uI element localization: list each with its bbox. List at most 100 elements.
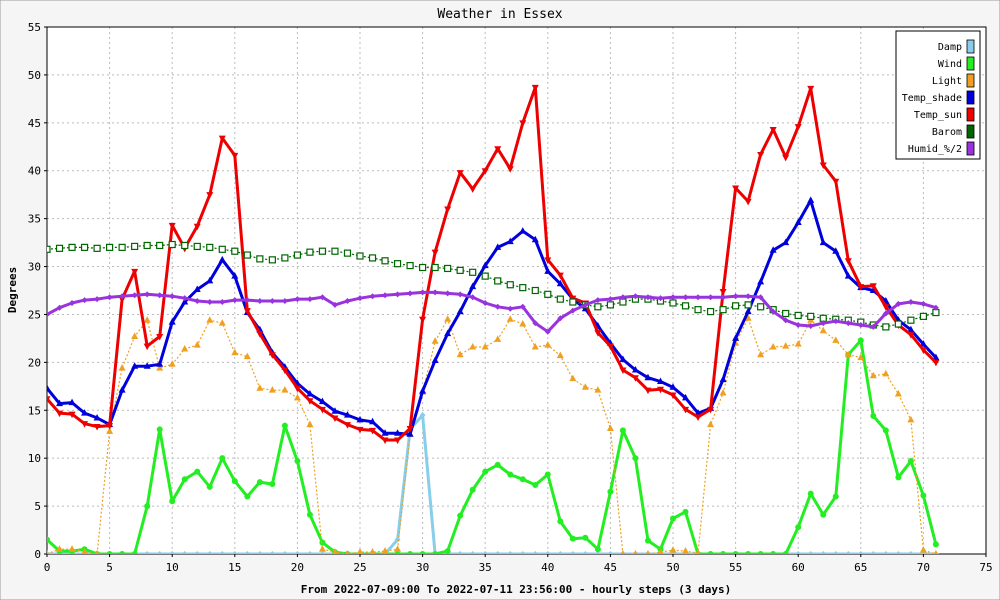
data-point — [306, 389, 314, 397]
y-tick-label: 45 — [28, 117, 41, 130]
data-point — [432, 551, 439, 554]
data-point — [331, 301, 338, 308]
data-point — [256, 384, 264, 391]
data-point — [506, 281, 514, 289]
data-point — [457, 512, 464, 519]
data-point — [569, 551, 576, 554]
data-point — [532, 551, 539, 554]
data-point — [93, 244, 101, 252]
data-point — [807, 322, 814, 329]
data-point — [268, 386, 276, 393]
data-point — [381, 547, 389, 554]
data-point — [432, 289, 439, 296]
data-point — [669, 299, 677, 307]
y-tick-label: 0 — [34, 548, 41, 561]
data-point — [106, 423, 114, 430]
data-point — [544, 257, 552, 264]
data-point — [306, 551, 313, 554]
data-point — [243, 352, 251, 360]
data-point — [569, 298, 577, 306]
data-point — [819, 238, 827, 246]
data-point — [318, 397, 326, 405]
data-point — [81, 409, 89, 416]
legend-label: Temp_shade — [902, 93, 962, 104]
data-point — [181, 344, 189, 352]
data-point — [206, 276, 214, 284]
data-point — [218, 245, 226, 253]
data-point — [47, 311, 50, 318]
data-point — [794, 311, 802, 320]
data-point — [744, 307, 752, 315]
data-point — [469, 282, 477, 290]
data-point — [56, 410, 64, 418]
data-point — [844, 272, 852, 279]
y-tick-label: 50 — [28, 69, 41, 82]
grid — [47, 27, 986, 554]
data-point — [632, 455, 639, 462]
data-point — [682, 406, 690, 414]
data-point — [844, 350, 852, 358]
data-point — [732, 334, 740, 341]
data-point — [319, 294, 326, 301]
data-point — [870, 323, 877, 330]
data-point — [582, 534, 589, 541]
data-point — [407, 551, 414, 554]
data-point — [895, 551, 902, 554]
legend-label: Humid_%/2 — [908, 144, 962, 155]
data-point — [845, 551, 852, 554]
data-point — [444, 264, 452, 273]
data-point — [682, 508, 689, 515]
data-point — [306, 296, 313, 303]
data-point — [882, 551, 889, 554]
legend-swatch — [966, 73, 975, 88]
data-point — [231, 247, 239, 255]
x-tick-label: 25 — [353, 561, 366, 574]
data-point — [594, 551, 601, 554]
x-tick-label: 35 — [479, 561, 492, 574]
y-axis-label: Degrees — [6, 267, 19, 313]
data-point — [870, 551, 877, 554]
x-tick-label: 45 — [604, 561, 617, 574]
data-point — [544, 328, 551, 335]
data-point — [606, 301, 615, 309]
data-point — [606, 343, 614, 351]
data-point — [344, 298, 351, 305]
data-point — [368, 254, 377, 262]
data-point — [769, 127, 777, 134]
data-point — [882, 369, 890, 377]
data-point — [231, 551, 238, 554]
data-point — [269, 298, 276, 305]
data-point — [531, 286, 539, 295]
data-point — [681, 302, 690, 310]
data-point — [219, 455, 226, 462]
data-point — [770, 551, 777, 554]
data-point — [194, 551, 201, 554]
data-point — [694, 306, 702, 314]
data-point — [306, 398, 314, 405]
data-point — [206, 192, 214, 199]
data-point — [744, 301, 752, 309]
data-point — [331, 415, 339, 422]
data-point — [293, 251, 301, 259]
data-point — [256, 551, 263, 554]
data-point — [481, 261, 489, 269]
data-point — [369, 417, 377, 425]
legend-box — [895, 30, 981, 160]
data-point — [669, 546, 677, 553]
data-point — [544, 471, 551, 478]
data-point — [281, 551, 288, 554]
data-point — [219, 551, 226, 554]
data-point — [594, 330, 602, 337]
data-point — [47, 245, 51, 253]
data-point — [306, 511, 313, 518]
data-point — [594, 546, 601, 553]
data-point — [118, 243, 126, 251]
x-tick-label: 10 — [166, 561, 179, 574]
legend-swatch — [966, 107, 975, 122]
data-point — [556, 279, 564, 287]
data-point — [381, 257, 389, 265]
legend-label: Temp_sun — [914, 110, 962, 121]
data-point — [894, 389, 902, 397]
data-point — [557, 551, 564, 554]
data-point — [156, 551, 163, 554]
